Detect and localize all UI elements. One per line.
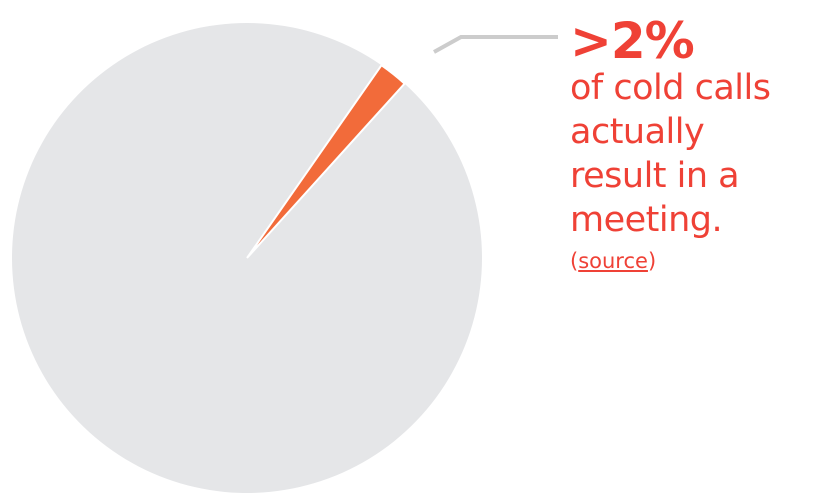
source-link[interactable]: source xyxy=(578,249,648,273)
pie-slice-highlight xyxy=(246,63,406,259)
stat-text-line-3: result in a xyxy=(570,156,740,196)
stat-callout: >2% of cold calls actually result in a m… xyxy=(570,16,828,276)
stat-text-line-4: meeting. xyxy=(570,200,723,240)
stat-text-line-1: of cold calls xyxy=(570,68,771,108)
pie-slices xyxy=(12,23,482,493)
stat-text-line-2: actually xyxy=(570,112,705,152)
callout-leader-line xyxy=(433,35,558,54)
source-citation: (source) xyxy=(570,246,828,276)
source-paren-open: ( xyxy=(570,249,579,273)
stat-value: >2% xyxy=(570,12,695,70)
source-paren-close: ) xyxy=(647,249,657,273)
